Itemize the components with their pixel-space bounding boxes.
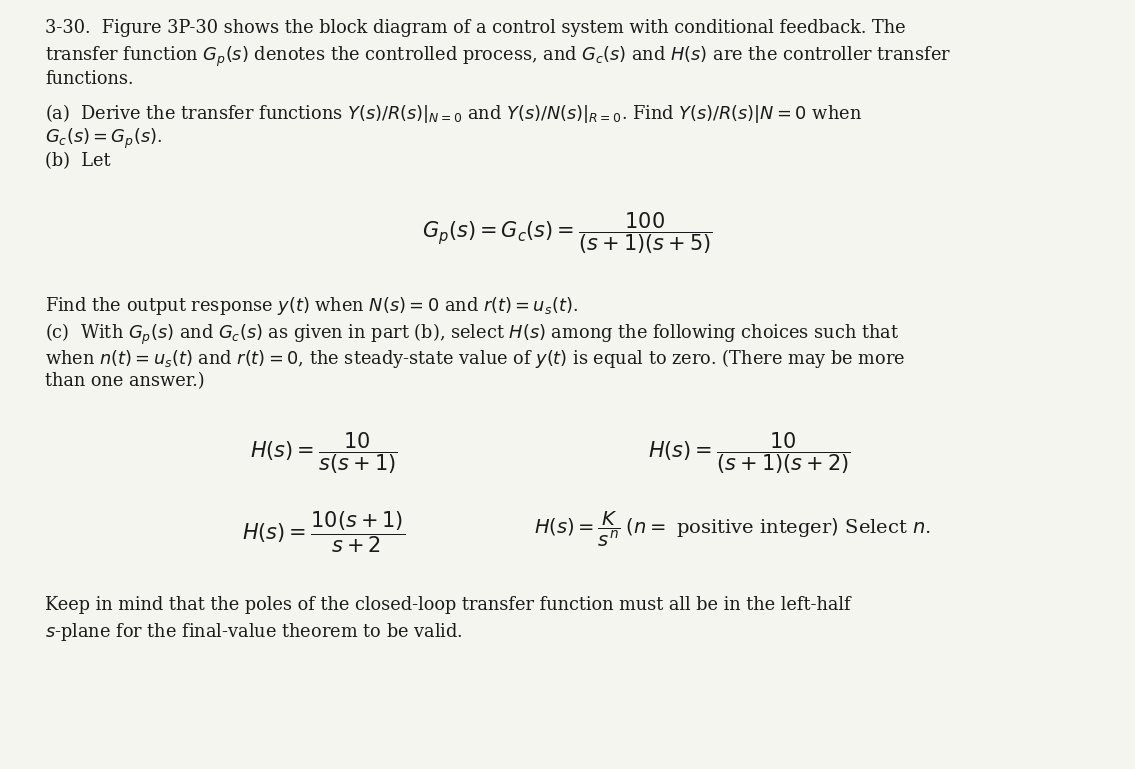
- Text: (b)  Let: (b) Let: [45, 152, 111, 170]
- Text: $H(s) = \dfrac{10}{s(s+1)}$: $H(s) = \dfrac{10}{s(s+1)}$: [250, 431, 397, 476]
- Text: $H(s) = \dfrac{10(s+1)}{s+2}$: $H(s) = \dfrac{10(s+1)}{s+2}$: [242, 509, 405, 554]
- Text: (c)  With $G_p(s)$ and $G_c(s)$ as given in part (b), select $H(s)$ among the fo: (c) With $G_p(s)$ and $G_c(s)$ as given …: [45, 321, 900, 347]
- Text: than one answer.): than one answer.): [45, 372, 205, 390]
- Text: Find the output response $y(t)$ when $N(s) = 0$ and $r(t) = u_s(t)$.: Find the output response $y(t)$ when $N(…: [45, 295, 578, 317]
- Text: $H(s) = \dfrac{K}{s^n}\;(n =$ positive integer$)$ Select $n$.: $H(s) = \dfrac{K}{s^n}\;(n =$ positive i…: [533, 509, 931, 548]
- Text: $H(s) = \dfrac{10}{(s+1)(s+2)}$: $H(s) = \dfrac{10}{(s+1)(s+2)}$: [648, 431, 850, 476]
- Text: $s$-plane for the final-value theorem to be valid.: $s$-plane for the final-value theorem to…: [45, 621, 463, 644]
- Text: transfer function $G_p(s)$ denotes the controlled process, and $G_c(s)$ and $H(s: transfer function $G_p(s)$ denotes the c…: [45, 45, 951, 68]
- Text: Keep in mind that the poles of the closed-loop transfer function must all be in : Keep in mind that the poles of the close…: [45, 596, 851, 614]
- Text: functions.: functions.: [45, 70, 134, 88]
- Text: $G_p(s) = G_c(s) = \dfrac{100}{(s+1)(s+5)}$: $G_p(s) = G_c(s) = \dfrac{100}{(s+1)(s+5…: [422, 211, 713, 256]
- Text: $G_c(s) = G_p(s)$.: $G_c(s) = G_p(s)$.: [45, 127, 162, 151]
- Text: when $n(t) = u_s(t)$ and $r(t) = 0$, the steady-state value of $y(t)$ is equal t: when $n(t) = u_s(t)$ and $r(t) = 0$, the…: [45, 347, 906, 370]
- Text: 3-30.  Figure 3P-30 shows the block diagram of a control system with conditional: 3-30. Figure 3P-30 shows the block diagr…: [45, 19, 906, 37]
- Text: (a)  Derive the transfer functions $Y(s)/R(s)|_{N=0}$ and $Y(s)/N(s)|_{R=0}$. Fi: (a) Derive the transfer functions $Y(s)/…: [45, 102, 863, 125]
